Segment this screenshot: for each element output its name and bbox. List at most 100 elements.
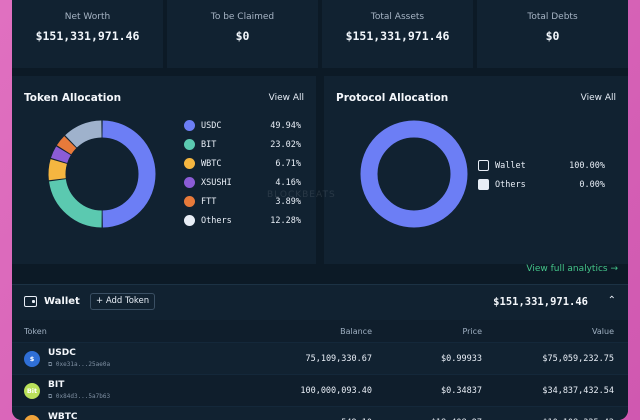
token-value: $10,108,325.42 — [482, 418, 616, 420]
portfolio-app: Net Worth $151,331,971.46 To be Claimed … — [12, 0, 628, 420]
chevron-up-icon[interactable]: ⌃ — [607, 295, 616, 306]
bit-icon — [184, 139, 195, 150]
col-value[interactable]: Value — [592, 326, 614, 336]
token-address[interactable]: ⧉ 0x84d3...5a7b63 — [48, 393, 111, 400]
col-balance[interactable]: Balance — [340, 326, 372, 336]
token-balance: 100,000,093.40 — [300, 385, 372, 396]
protocol-allocation-slice — [360, 120, 468, 228]
legend-item: USDC 49.94% — [184, 116, 301, 135]
token-allocation-slice — [50, 146, 71, 164]
usdc-icon: $ — [24, 350, 40, 367]
panel-title: Token Allocation — [24, 92, 122, 104]
summary-stats: Net Worth $151,331,971.46 To be Claimed … — [12, 0, 628, 68]
table-row[interactable]: Bit BIT ⧉ 0x84d3...5a7b63 100,000,093.40 $0.… — [12, 374, 628, 406]
token-name: USDC — [48, 348, 76, 358]
token-balance: 75,109,330.67 — [305, 353, 372, 364]
legend-percent: 4.16% — [275, 177, 301, 188]
stat-total-debts: Total Debts $0 — [477, 0, 628, 68]
token-allocation-slice — [65, 120, 102, 148]
table-header: Token Balance Price Value — [12, 320, 628, 342]
token-allocation-slice — [102, 120, 156, 228]
token-price: $18,408.97 — [372, 418, 482, 420]
protocol-legend: Wallet 100.00% Others 0.00% — [478, 156, 605, 194]
token-table-body: $ USDC ⧉ 0xe31a...25ae0a 75,109,330.67 $0.99… — [12, 342, 628, 420]
legend-percent: 23.02% — [270, 139, 301, 150]
token-allocation-slice — [49, 178, 103, 228]
legend-label: Wallet — [495, 160, 526, 171]
wbtc-icon: ₿ — [24, 414, 40, 420]
token-name: WBTC — [48, 412, 78, 420]
legend-percent: 100.00% — [569, 160, 605, 171]
wallet-icon — [478, 160, 489, 171]
legend-label: XSUSHI — [201, 177, 232, 188]
legend-item: Others 12.28% — [184, 211, 301, 230]
token-price: $0.99933 — [441, 353, 482, 364]
others-icon — [184, 215, 195, 226]
col-token[interactable]: Token — [24, 326, 47, 336]
col-price[interactable]: Price — [462, 326, 482, 336]
legend-label: Others — [495, 179, 526, 190]
view-all-link[interactable]: View All — [268, 93, 304, 103]
add-token-button[interactable]: + Add Token — [90, 293, 156, 310]
token-address[interactable]: ⧉ 0xe31a...25ae0a — [48, 361, 111, 368]
token-value: $75,059,232.75 — [542, 353, 614, 364]
analytics-bar: View full analytics → — [12, 264, 628, 284]
token-cell: Bit BIT ⧉ 0x84d3...5a7b63 — [12, 380, 212, 401]
bit-icon: Bit — [24, 382, 40, 399]
legend-item: XSUSHI 4.16% — [184, 173, 301, 192]
token-value: $34,837,432.54 — [542, 385, 614, 396]
token-price: $0.34837 — [441, 385, 482, 396]
protocol-allocation-panel: Protocol Allocation View All Wallet 100.0… — [324, 76, 628, 264]
legend-percent: 0.00% — [579, 179, 605, 190]
stat-value: $151,331,971.46 — [345, 29, 450, 43]
legend-item: Wallet 100.00% — [478, 156, 605, 175]
table-row[interactable]: ₿WBTC⧉ 0x712d...345990549.10$18,408.97$1… — [12, 406, 628, 420]
legend-percent: 6.71% — [275, 158, 301, 169]
legend-percent: 12.28% — [270, 215, 301, 226]
ftt-icon — [184, 196, 195, 207]
legend-item: Others 0.00% — [478, 175, 605, 194]
stat-label: Net Worth — [64, 12, 111, 22]
token-legend: USDC 49.94% BIT 23.02% WBTC 6.71% XSUSHI 4.16% F… — [184, 116, 301, 230]
usdc-icon — [184, 120, 195, 131]
legend-item: BIT 23.02% — [184, 135, 301, 154]
stat-value: $151,331,971.46 — [35, 29, 140, 43]
legend-label: USDC — [201, 120, 222, 131]
legend-label: FTT — [201, 196, 217, 207]
stat-label: To be Claimed — [210, 12, 275, 22]
stat-value: $0 — [545, 29, 560, 43]
token-cell: $ USDC ⧉ 0xe31a...25ae0a — [12, 348, 212, 369]
legend-percent: 3.89% — [275, 196, 301, 207]
stat-to-be-claimed: To be Claimed $0 — [167, 0, 318, 68]
token-name: BIT — [48, 380, 65, 390]
legend-label: Others — [201, 215, 232, 226]
wallet-total: $151,331,971.46 — [493, 296, 588, 308]
token-donut-chart — [48, 120, 156, 228]
token-allocation-panel: Token Allocation View All USDC 49.94% BIT 2… — [12, 76, 316, 264]
watermark: BLOCKBEATS — [267, 190, 336, 200]
stat-net-worth: Net Worth $151,331,971.46 — [12, 0, 163, 68]
panel-title: Protocol Allocation — [336, 92, 449, 104]
legend-percent: 49.94% — [270, 120, 301, 131]
allocation-panels: Token Allocation View All USDC 49.94% BIT 2… — [12, 68, 628, 264]
protocol-donut-chart — [360, 120, 468, 228]
legend-item: WBTC 6.71% — [184, 154, 301, 173]
token-balance: 549.10 — [212, 418, 372, 420]
view-all-link[interactable]: View All — [580, 93, 616, 103]
xsushi-icon — [184, 177, 195, 188]
token-allocation-slice — [56, 136, 77, 155]
table-row[interactable]: $ USDC ⧉ 0xe31a...25ae0a 75,109,330.67 $0.99… — [12, 342, 628, 374]
legend-label: BIT — [201, 139, 217, 150]
stat-label: Total Assets — [370, 12, 425, 22]
wallet-icon — [24, 296, 37, 307]
stat-value: $0 — [235, 29, 250, 43]
wallet-title: Wallet — [44, 296, 80, 307]
view-full-analytics-link[interactable]: View full analytics → — [526, 264, 618, 274]
wallet-header: Wallet + Add Token $151,331,971.46 ⌃ — [12, 284, 628, 320]
legend-label: WBTC — [201, 158, 222, 169]
stat-label: Total Debts — [527, 12, 578, 22]
stat-total-assets: Total Assets $151,331,971.46 — [322, 0, 473, 68]
token-allocation-slice — [48, 159, 68, 181]
others-icon — [478, 179, 489, 190]
legend-item: FTT 3.89% — [184, 192, 301, 211]
